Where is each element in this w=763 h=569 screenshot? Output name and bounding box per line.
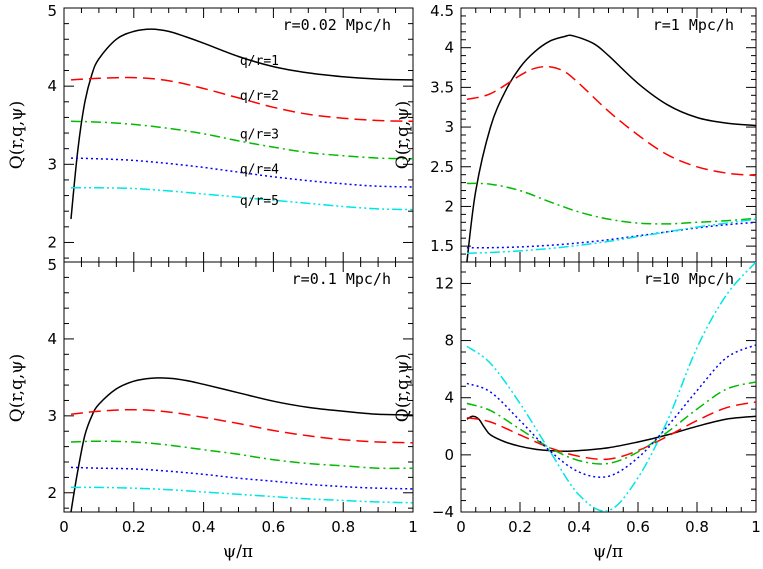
series-line-q-r-5 <box>70 186 413 211</box>
panel-top-left: 2 3 4 5 r=0.02 Mpc/h q/r=1 q/r=2 q/r=3 q/r=4 q/r=… <box>47 2 414 263</box>
x-tick-label: 0.6 <box>261 518 285 536</box>
x-tick-label: 0.4 <box>567 518 591 536</box>
plot-frame <box>460 261 757 513</box>
y-tick-label: 1.5 <box>430 237 454 255</box>
panel-title: r=0.02 Mpc/h <box>283 16 391 34</box>
plot-frame <box>63 7 414 263</box>
panel-title: r=1 Mpc/h <box>653 16 734 34</box>
panel-title: r=0.1 Mpc/h <box>292 270 391 288</box>
series-line-q-r-2 <box>466 401 756 461</box>
series-line-q-r-4 <box>70 466 413 490</box>
y-tick-label: 5 <box>47 2 57 20</box>
y-tick-label: 0 <box>444 446 454 464</box>
y-tick-label: 2 <box>47 484 57 502</box>
x-tick-label: 0.4 <box>192 518 216 536</box>
y-tick-label: 3 <box>444 118 454 136</box>
y-axis-label-tl: Q(r,q,ψ) <box>7 101 27 169</box>
series-line-q-r-2 <box>70 408 413 444</box>
panel-bottom-left: 0 0.2 0.4 0.6 0.8 1 2 3 4 5 r=0.1 Mpc/h <box>47 256 417 536</box>
plot-frame <box>460 7 757 263</box>
series-line-q-r-1 <box>70 377 413 512</box>
y-tick-label: −4 <box>432 503 454 521</box>
y-tick-label: 4.5 <box>430 2 454 20</box>
series-line-q-r-1 <box>70 28 413 220</box>
x-tick-label: 1 <box>751 518 761 536</box>
series-line-q-r-3 <box>70 120 413 160</box>
series-line-q-r-4 <box>466 344 756 478</box>
series-annotation: q/r=2 <box>240 89 279 104</box>
x-tick-label: 0 <box>59 518 69 536</box>
series-line-q-r-2 <box>70 76 413 123</box>
y-axis-label-bl: Q(r,q,ψ) <box>7 354 27 422</box>
x-tick-label: 0.2 <box>122 518 146 536</box>
y-tick-label: 8 <box>444 332 454 350</box>
y-tick-label: 2 <box>444 197 454 215</box>
series-line-q-r-2 <box>466 65 756 177</box>
y-tick-label: 4 <box>444 39 454 57</box>
x-tick-label: 1 <box>408 518 418 536</box>
y-tick-label: 12 <box>435 274 454 292</box>
series-line-q-r-3 <box>466 182 756 225</box>
series-annotation: q/r=5 <box>240 194 279 209</box>
series-line-q-r-1 <box>466 415 756 453</box>
panel-title: r=10 Mpc/h <box>644 270 734 288</box>
y-tick-label: 2.5 <box>430 158 454 176</box>
panel-top-right: 1.5 2 2.5 3 3.5 4 4.5 r=1 Mpc/h <box>430 2 757 263</box>
series-line-q-r-5 <box>70 486 413 504</box>
x-tick-label: 0.8 <box>331 518 355 536</box>
y-tick-label: 4 <box>47 77 57 95</box>
series-line-q-r-4 <box>466 221 756 249</box>
series-annotation: q/r=3 <box>240 128 279 143</box>
y-tick-label: 3 <box>47 407 57 425</box>
y-axis-label-br: Q(r,q,ψ) <box>393 354 413 422</box>
y-tick-label: 5 <box>47 256 57 274</box>
plot-frame <box>63 261 414 513</box>
x-axis-label-left: ψ/π <box>223 542 253 562</box>
y-tick-label: 3 <box>47 155 57 173</box>
series-line-q-r-5 <box>466 262 756 512</box>
x-tick-label: 0 <box>456 518 466 536</box>
series-line-q-r-3 <box>70 440 413 470</box>
y-axis-label-tr: Q(r,q,ψ) <box>393 101 413 169</box>
series-line-q-r-1 <box>466 34 756 262</box>
series-line-q-r-5 <box>466 218 756 255</box>
x-tick-label: 0.8 <box>685 518 709 536</box>
series-line-q-r-3 <box>466 381 756 465</box>
y-tick-label: 4 <box>444 389 454 407</box>
x-tick-label: 0.2 <box>508 518 532 536</box>
series-annotation: q/r=1 <box>240 54 279 69</box>
x-tick-label: 0.6 <box>626 518 650 536</box>
y-tick-label: 3.5 <box>430 78 454 96</box>
x-axis-label-right: ψ/π <box>593 542 623 562</box>
y-tick-label: 2 <box>47 233 57 251</box>
y-tick-label: 4 <box>47 330 57 348</box>
series-annotation: q/r=4 <box>240 163 279 178</box>
